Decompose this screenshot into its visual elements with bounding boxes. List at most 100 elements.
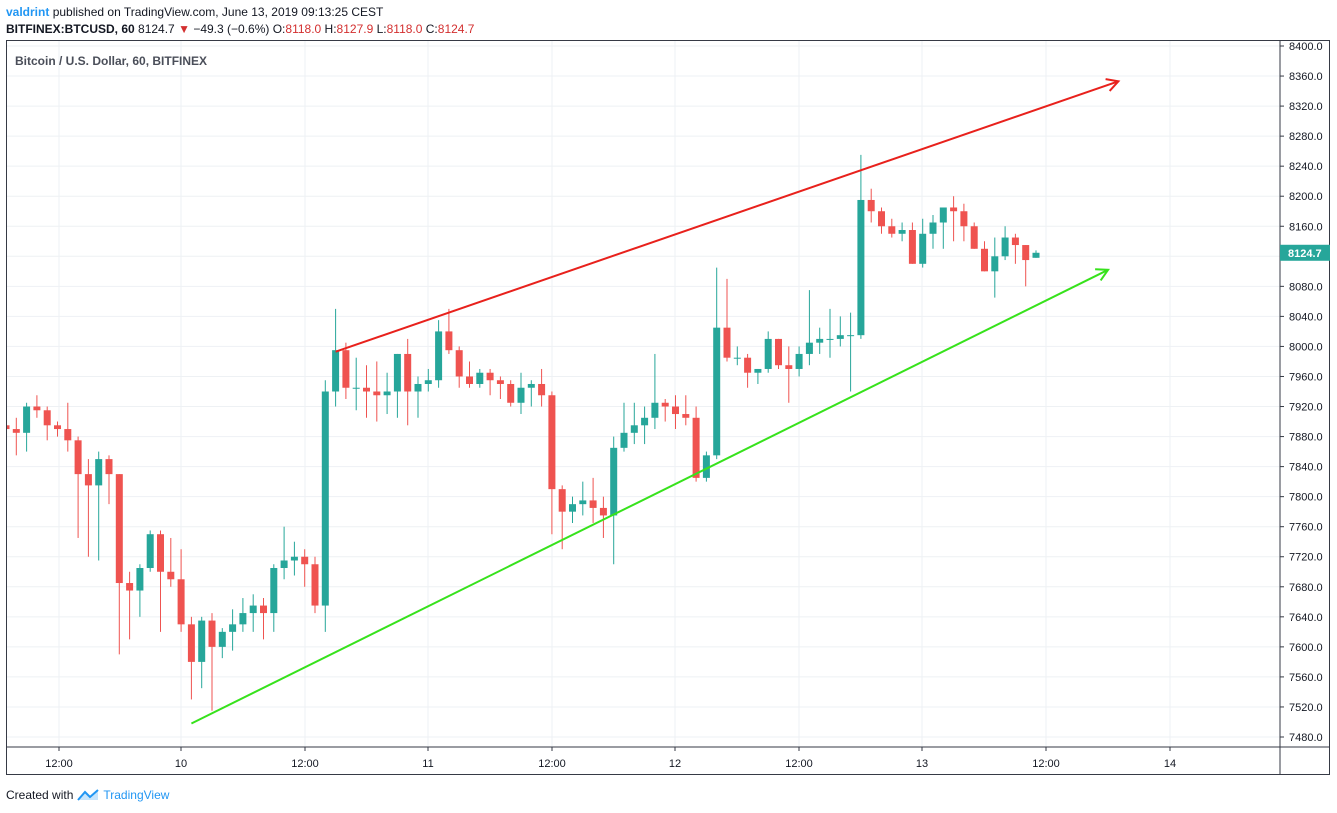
candle-body xyxy=(126,583,134,591)
candle-up xyxy=(270,564,278,632)
candle-body xyxy=(208,620,216,647)
candle-body xyxy=(795,353,803,369)
candle-down xyxy=(404,338,412,426)
candle-body xyxy=(888,226,896,234)
candle-body xyxy=(661,402,669,407)
candle-up xyxy=(764,331,772,373)
candle-up xyxy=(733,346,741,366)
price-tick-label: 8040.0 xyxy=(1289,311,1323,323)
candle-body xyxy=(321,391,329,606)
candle-body xyxy=(383,391,391,396)
candle-body xyxy=(373,391,381,396)
candle-body xyxy=(64,429,72,441)
candle-body xyxy=(1032,252,1040,258)
resistance-trendline[interactable] xyxy=(335,78,1121,353)
candle-body xyxy=(218,631,226,647)
support-line[interactable] xyxy=(190,268,1109,725)
tradingview-brand-link[interactable]: TradingView xyxy=(103,788,170,802)
candle-body xyxy=(363,387,370,392)
candle-down xyxy=(177,549,185,632)
candle-body xyxy=(754,368,762,373)
support-trendline[interactable] xyxy=(190,268,1110,725)
price-badge-label: 8124.7 xyxy=(1288,248,1322,260)
price-tick-label: 7800.0 xyxy=(1289,492,1323,504)
candle-body xyxy=(630,425,638,433)
time-tick-label: 12:00 xyxy=(1032,758,1060,770)
candle-up xyxy=(229,609,237,651)
candle-down xyxy=(301,549,309,587)
candle-down xyxy=(558,485,566,550)
candle-down xyxy=(74,436,82,538)
candle-down xyxy=(311,556,319,614)
candle-down xyxy=(208,613,216,711)
candle-up xyxy=(424,368,432,392)
candle-down xyxy=(445,308,453,354)
candle-body xyxy=(548,395,556,490)
candle-up xyxy=(991,237,999,298)
candle-body xyxy=(785,365,793,369)
candle-up xyxy=(702,451,710,482)
candle-down xyxy=(33,395,41,418)
price-tick-label: 7960.0 xyxy=(1289,371,1323,383)
candle-up xyxy=(517,372,525,415)
candle-down xyxy=(373,361,381,422)
candle-up xyxy=(218,628,226,659)
candle-down xyxy=(84,459,92,557)
candle-body xyxy=(404,353,412,392)
candle-down xyxy=(661,399,669,422)
candle-down xyxy=(496,376,504,400)
candle-body xyxy=(290,556,298,561)
price-tick-label: 7720.0 xyxy=(1289,552,1323,564)
time-tick-label: 12:00 xyxy=(45,758,73,770)
candle-body xyxy=(857,199,865,336)
candle-body xyxy=(641,417,649,426)
candle-body xyxy=(610,447,618,516)
candle-body xyxy=(713,327,721,456)
price-tick-label: 7520.0 xyxy=(1289,702,1323,714)
price-tick-label: 8400.0 xyxy=(1289,41,1323,53)
candle-up xyxy=(929,214,937,249)
candle-down xyxy=(363,365,370,418)
candles xyxy=(2,154,1040,711)
candle-body xyxy=(970,226,978,249)
price-tick-label: 7840.0 xyxy=(1289,462,1323,474)
candle-body xyxy=(939,207,947,223)
time-tick-label: 11 xyxy=(422,758,433,770)
chart-title: Bitcoin / U.S. Dollar, 60, BITFINEX xyxy=(15,54,207,68)
resistance-line[interactable] xyxy=(335,80,1119,353)
grid-lines xyxy=(6,40,1280,747)
ohlc-line: BITFINEX:BTCUSD, 60 8124.7 ▼ −49.3 (−0.6… xyxy=(6,21,1326,38)
price-tick-label: 8360.0 xyxy=(1289,71,1323,83)
candle-body xyxy=(836,335,844,339)
trendlines[interactable] xyxy=(190,78,1121,725)
candle-down xyxy=(126,571,134,640)
candle-body xyxy=(775,338,782,366)
author-name[interactable]: valdrint xyxy=(6,5,50,19)
candle-up xyxy=(857,154,865,339)
price-tick-label: 7480.0 xyxy=(1289,732,1323,744)
candle-up xyxy=(95,451,103,561)
candle-down xyxy=(12,417,20,456)
price-chart[interactable]: Bitcoin / U.S. Dollar, 60, BITFINEX 8400… xyxy=(2,40,1330,775)
candle-up xyxy=(146,530,154,572)
price-axis[interactable]: 8400.0 8360.0 8320.0 8280.0 8240.0 8200.0 8160… xyxy=(1280,41,1323,744)
candle-down xyxy=(970,222,978,249)
candle-body xyxy=(744,357,752,373)
candle-up xyxy=(393,353,401,418)
candle-body xyxy=(84,474,92,486)
candle-body xyxy=(527,383,535,388)
candle-down xyxy=(187,616,195,700)
price-tick-label: 7640.0 xyxy=(1289,612,1323,624)
price-tick-label: 7560.0 xyxy=(1289,672,1323,684)
candle-body xyxy=(157,534,164,572)
price-badge: 8124.7 xyxy=(1280,244,1330,261)
time-axis[interactable]: 12:00 10 12:00 11 12:00 12 12:00 13 12:00 14 xyxy=(45,747,1176,770)
chart-frame[interactable]: Bitcoin / U.S. Dollar, 60, BITFINEX 8400… xyxy=(2,40,1330,775)
price-tick-label: 8000.0 xyxy=(1289,341,1323,353)
candle-up xyxy=(290,541,298,576)
candle-up xyxy=(651,353,659,430)
candle-body xyxy=(95,459,103,486)
candle-up xyxy=(435,320,443,388)
candle-body xyxy=(826,338,834,340)
candle-up xyxy=(527,380,535,407)
